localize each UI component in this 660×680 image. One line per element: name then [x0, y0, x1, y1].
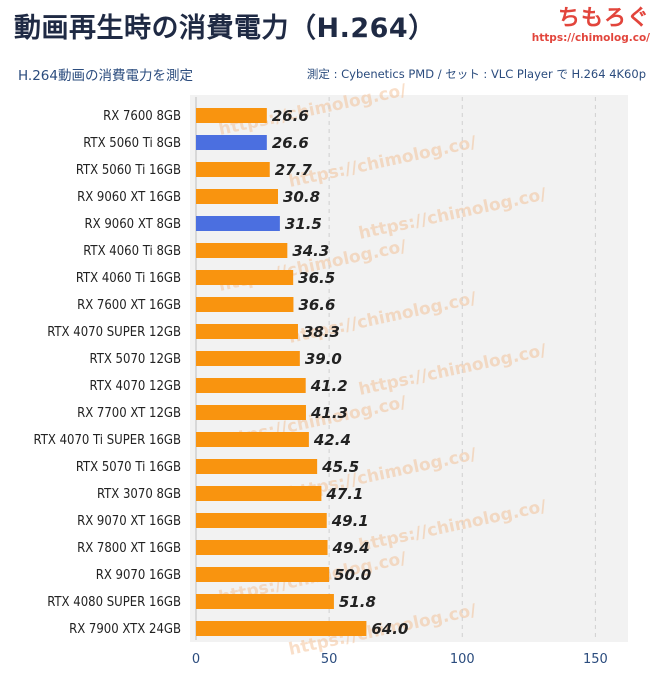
category-label: RTX 3070 8GB — [97, 487, 181, 502]
value-label: 51.8 — [339, 593, 376, 611]
value-label: 39.0 — [305, 350, 342, 368]
bar — [196, 108, 267, 123]
category-label: RTX 5060 Ti 8GB — [83, 136, 181, 151]
x-axis-ticks: 0 50 100 150 — [192, 652, 608, 667]
value-label: 36.6 — [298, 296, 335, 314]
bar — [196, 621, 367, 636]
value-labels: 26.6 26.6 27.7 30.8 31.5 34.3 36.5 36.6 38.3 39.0… — [272, 107, 409, 638]
bar — [196, 513, 327, 528]
bar — [196, 297, 294, 312]
bar — [196, 432, 309, 447]
value-label: 49.1 — [331, 512, 369, 530]
value-label: 47.1 — [325, 485, 363, 503]
category-label: RX 7900 XTX 24GB — [69, 622, 181, 637]
bar — [196, 351, 300, 366]
value-label: 41.2 — [310, 377, 348, 395]
category-label: RX 9070 16GB — [96, 568, 181, 583]
x-tick-label: 100 — [450, 652, 475, 667]
bar — [196, 405, 306, 420]
x-tick-label: 50 — [321, 652, 338, 667]
category-label: RTX 4070 Ti SUPER 16GB — [34, 433, 181, 448]
category-label: RTX 5070 Ti 16GB — [76, 460, 181, 475]
bar — [196, 216, 280, 231]
category-labels: RX 7600 8GB RTX 5060 Ti 8GB RTX 5060 Ti 16… — [34, 109, 181, 637]
category-label: RX 7700 XT 12GB — [77, 406, 181, 421]
category-label: RX 9060 XT 16GB — [77, 190, 181, 205]
x-tick-label: 150 — [583, 652, 608, 667]
value-label: 49.4 — [332, 539, 370, 557]
bar — [196, 378, 306, 393]
bars-layer — [196, 108, 367, 636]
bar — [196, 135, 267, 150]
value-label: 31.5 — [285, 215, 322, 233]
bar — [196, 540, 328, 555]
bar — [196, 486, 322, 501]
category-label: RX 9070 XT 16GB — [77, 514, 181, 529]
category-label: RTX 4060 Ti 16GB — [76, 271, 181, 286]
measurement-note: 測定 : Cybenetics PMD / セット : VLC Player で… — [306, 67, 646, 81]
category-label: RX 7600 8GB — [103, 109, 181, 124]
page-title: 動画再生時の消費電力（H.264） — [14, 13, 436, 44]
value-label: 30.8 — [283, 188, 320, 206]
category-label: RTX 5060 Ti 16GB — [76, 163, 181, 178]
bar — [196, 162, 270, 177]
value-label: 26.6 — [272, 134, 309, 152]
category-label: RTX 4070 12GB — [90, 379, 181, 394]
value-label: 42.4 — [313, 431, 351, 449]
bar — [196, 189, 279, 204]
value-label: 38.3 — [303, 323, 340, 341]
brand-logo: ちもろぐ https://chimolog.co/ — [532, 6, 650, 44]
brand-name: ちもろぐ — [557, 6, 650, 31]
bar — [196, 324, 298, 339]
value-label: 50.0 — [334, 566, 371, 584]
category-label: RTX 4070 SUPER 12GB — [47, 325, 181, 340]
bar — [196, 567, 330, 582]
value-label: 27.7 — [275, 161, 313, 179]
value-label: 45.5 — [321, 458, 359, 476]
x-tick-label: 0 — [192, 652, 200, 667]
value-label: 41.3 — [310, 404, 348, 422]
category-label: RTX 4080 SUPER 16GB — [47, 595, 181, 610]
category-label: RX 7800 XT 16GB — [77, 541, 181, 556]
value-label: 36.5 — [298, 269, 335, 287]
bar — [196, 594, 334, 609]
brand-url: https://chimolog.co/ — [531, 32, 650, 44]
category-label: RX 7600 XT 16GB — [77, 298, 181, 313]
chart-subtitle: H.264動画の消費電力を測定 — [18, 68, 193, 84]
value-label: 64.0 — [371, 620, 408, 638]
value-label: 26.6 — [272, 107, 309, 125]
value-label: 34.3 — [292, 242, 329, 260]
bar — [196, 459, 318, 474]
bar — [196, 270, 294, 285]
category-label: RTX 5070 12GB — [90, 352, 181, 367]
category-label: RX 9060 XT 8GB — [85, 217, 181, 232]
bar — [196, 243, 288, 258]
category-label: RTX 4060 Ti 8GB — [83, 244, 181, 259]
